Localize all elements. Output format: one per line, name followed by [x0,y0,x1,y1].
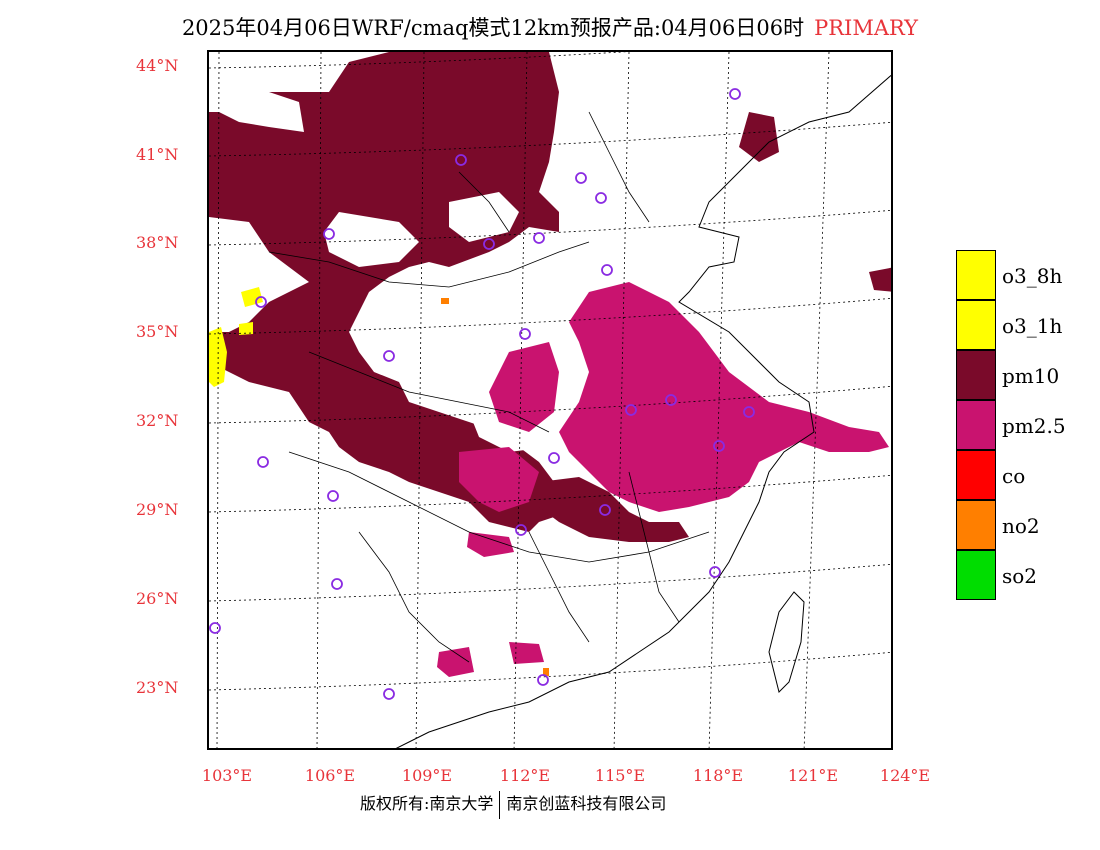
station-marker [729,88,741,100]
station-marker [595,192,607,204]
station-marker [515,524,527,536]
lon-label: 112°E [499,766,551,785]
pm25-patch-3 [467,532,514,557]
o3-patch-2 [239,322,253,335]
station-marker [383,688,395,700]
lat-label: 32°N [136,411,179,430]
legend-label: co [1002,464,1026,488]
no2-patch [441,298,449,304]
station-marker [255,296,267,308]
clear-area-4 [209,217,309,332]
station-marker [743,406,755,418]
station-marker [599,504,611,516]
station-marker [601,264,613,276]
lat-label: 26°N [136,589,179,608]
pm25-region-mid [489,342,559,432]
station-marker [327,490,339,502]
station-marker [625,404,637,416]
station-marker [383,350,395,362]
station-marker [665,394,677,406]
legend-swatch [956,500,996,550]
lon-label: 115°E [594,766,646,785]
clear-area-3 [449,192,519,242]
copyright-footer: 版权所有:南京大学 南京创蓝科技有限公司 [360,790,666,819]
station-marker [713,440,725,452]
lat-label: 38°N [136,233,179,252]
station-marker [323,228,335,240]
footer-divider [499,790,501,819]
lon-label: 121°E [787,766,839,785]
clear-area-1 [219,92,304,132]
map-title: 2025年04月06日WRF/cmaq模式12km预报产品:04月06日06时 P… [0,12,1100,42]
primary-tag: PRIMARY [814,16,919,40]
legend-label: pm2.5 [1002,414,1066,438]
station-marker [483,238,495,250]
legend-swatch [956,250,996,300]
pm25-patch-1 [437,647,474,677]
legend-label: o3_1h [1002,314,1063,338]
copyright-right: 南京创蓝科技有限公司 [506,794,667,813]
clear-area-2 [324,212,419,267]
station-marker [548,452,560,464]
station-marker [519,328,531,340]
legend-label: o3_8h [1002,264,1063,288]
legend-swatch [956,350,996,400]
stations [209,88,755,700]
pm10-region-northeast [739,112,779,162]
station-marker [537,674,549,686]
pm10-region-north [209,52,569,532]
map-canvas [209,52,891,748]
pm25-patch-2 [509,642,544,664]
station-marker [575,172,587,184]
legend-label: pm10 [1002,364,1060,388]
lat-label: 44°N [136,56,179,75]
province-borders [268,111,710,663]
legend-swatch [956,550,996,600]
lat-label: 35°N [136,322,179,341]
lon-label: 109°E [401,766,453,785]
lon-label: 103°E [201,766,253,785]
graticule [209,52,891,748]
o3-patch [241,287,263,307]
lon-label: 124°E [879,766,931,785]
lat-label: 41°N [136,145,179,164]
legend-swatch [956,300,996,350]
copyright-left: 版权所有:南京大学 [360,794,494,813]
pm25-region-east [559,282,889,512]
taiwan-island [768,591,805,693]
coastline [395,74,891,748]
legend-label: no2 [1002,514,1040,538]
station-marker [709,566,721,578]
lat-label: 29°N [136,500,179,519]
title-text: 2025年04月06日WRF/cmaq模式12km预报产品:04月06日06时 [181,16,805,40]
pm10-region-south [539,477,689,542]
legend-swatch [956,400,996,450]
forecast-map [207,50,893,750]
station-marker [533,232,545,244]
legend-swatch [956,450,996,500]
station-marker [257,456,269,468]
lon-label: 118°E [692,766,744,785]
station-marker [209,622,221,634]
pm10-patch-coast [869,267,891,292]
lat-label: 23°N [136,678,179,697]
lon-label: 106°E [304,766,356,785]
legend-label: so2 [1002,564,1038,588]
station-marker [455,154,467,166]
no2-patch-2 [543,668,549,676]
station-marker [331,578,343,590]
